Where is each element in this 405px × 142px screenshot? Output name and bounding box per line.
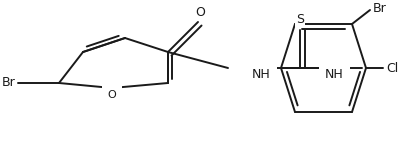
Text: NH: NH <box>252 68 270 82</box>
Text: Br: Br <box>2 77 16 89</box>
Text: Cl: Cl <box>385 61 397 75</box>
Text: O: O <box>194 6 205 19</box>
Text: S: S <box>295 13 303 26</box>
Text: Br: Br <box>372 3 386 15</box>
Text: O: O <box>107 90 116 100</box>
Text: NH: NH <box>324 68 343 82</box>
